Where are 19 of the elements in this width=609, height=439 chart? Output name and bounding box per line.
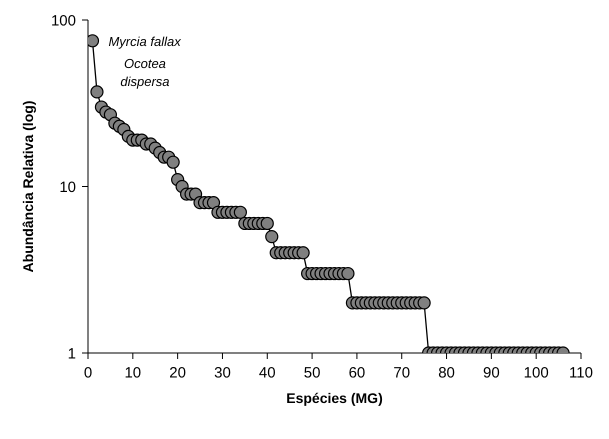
x-tick-label: 0 — [84, 364, 92, 382]
x-tick-label: 70 — [393, 364, 410, 382]
x-tick-label: 100 — [524, 364, 549, 382]
y-tick-label: 10 — [59, 178, 76, 196]
y-axis-title: Abundância Relativa (log) — [20, 100, 36, 272]
x-tick-label: 110 — [569, 364, 593, 382]
y-tick-label: 1 — [68, 345, 76, 362]
x-tick-label: 40 — [258, 364, 276, 382]
x-tick-label: 90 — [483, 364, 500, 382]
x-tick-label: 50 — [304, 364, 320, 382]
annotation: Ocotea dispersa — [120, 56, 170, 89]
x-tick-label: 30 — [214, 364, 231, 382]
x-tick-label: 10 — [124, 364, 142, 382]
x-axis-title: Espécies (MG) — [286, 390, 383, 406]
y-tick-label: 100 — [50, 12, 76, 30]
x-tick-label: 60 — [348, 364, 366, 382]
x-tick-label: 80 — [438, 364, 455, 382]
x-tick-label: 20 — [169, 364, 186, 382]
annotation: Myrcia fallax — [108, 34, 182, 49]
